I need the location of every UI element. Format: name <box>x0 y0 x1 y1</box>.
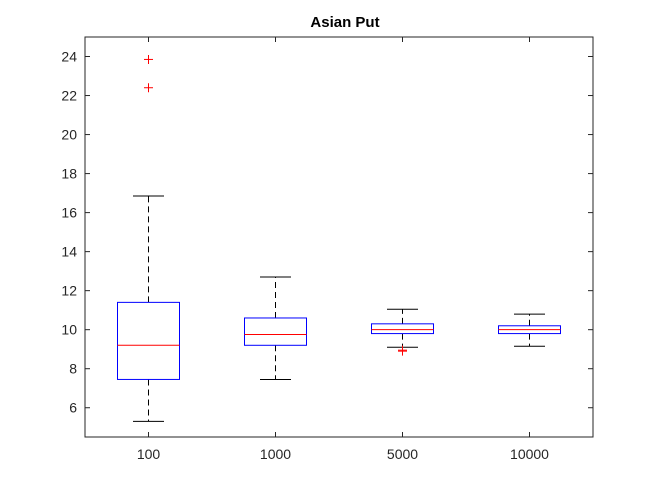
axes-frame <box>84 36 594 438</box>
plot-marks <box>117 54 561 422</box>
box-group-1000 <box>244 276 307 380</box>
y-tick-label: 8 <box>69 361 77 377</box>
box-group-100 <box>117 54 180 422</box>
x-tick-label: 1000 <box>260 446 291 462</box>
outlier-marker <box>144 54 153 64</box>
outlier-marker <box>398 345 407 355</box>
y-tick-label: 24 <box>61 49 77 65</box>
box <box>244 317 307 346</box>
x-tick-label: 10000 <box>510 446 549 462</box>
y-tick-label: 22 <box>61 88 77 104</box>
y-tick-label: 12 <box>61 283 77 299</box>
x-tick-label: 5000 <box>387 446 418 462</box>
y-tick-label: 6 <box>69 400 77 416</box>
axes: 6 8 10 12 14 16 18 20 22 24 100 1000 5000 10000 <box>61 36 594 462</box>
y-tick-label: 20 <box>61 127 77 143</box>
x-tick-label: 100 <box>137 446 161 462</box>
box-group-5000 <box>371 308 434 356</box>
box-group-10000 <box>498 313 561 347</box>
y-tick-label: 18 <box>61 166 77 182</box>
box <box>371 323 434 335</box>
y-tick-label: 10 <box>61 322 77 338</box>
chart-title: Asian Put <box>310 14 379 31</box>
box <box>117 301 180 380</box>
y-tick-label: 16 <box>61 205 77 221</box>
outlier-marker <box>144 83 153 93</box>
y-tick-label: 14 <box>61 244 77 260</box>
